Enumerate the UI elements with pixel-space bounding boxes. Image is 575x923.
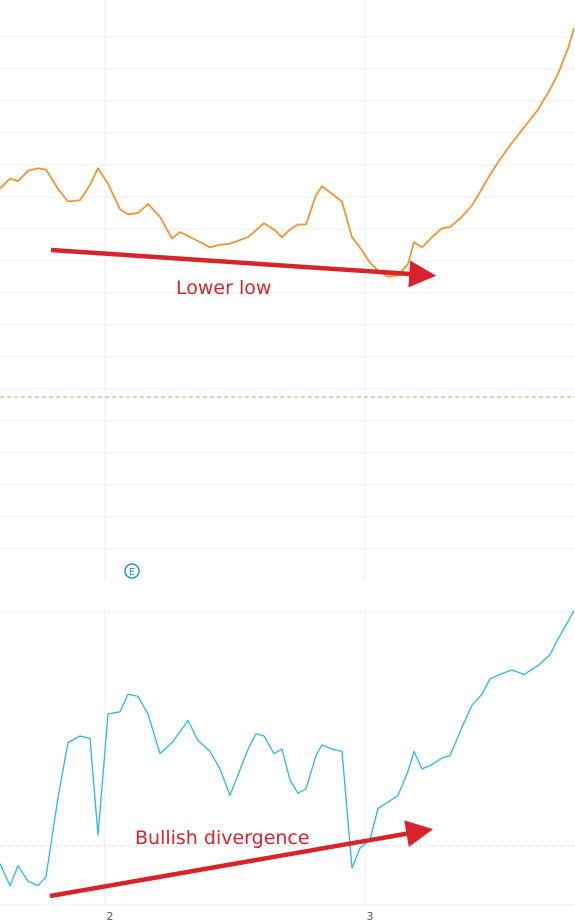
lower-low-arrow: [50, 247, 437, 288]
price-line: [0, 27, 575, 278]
oscillator-line: [0, 610, 575, 887]
x-tick-label: 3: [367, 910, 374, 923]
earnings-marker[interactable]: E: [124, 563, 140, 579]
price-series: [0, 27, 575, 278]
oscillator-series: [0, 610, 575, 887]
bullish-divergence-arrow: [49, 820, 434, 899]
earnings-icon-glyph: E: [129, 567, 135, 578]
lower-low-label: Lower low: [176, 277, 271, 299]
earnings-icon[interactable]: [124, 563, 140, 579]
bullish-divergence-label: Bullish divergence: [135, 827, 310, 849]
x-tick-label: 2: [107, 910, 114, 923]
